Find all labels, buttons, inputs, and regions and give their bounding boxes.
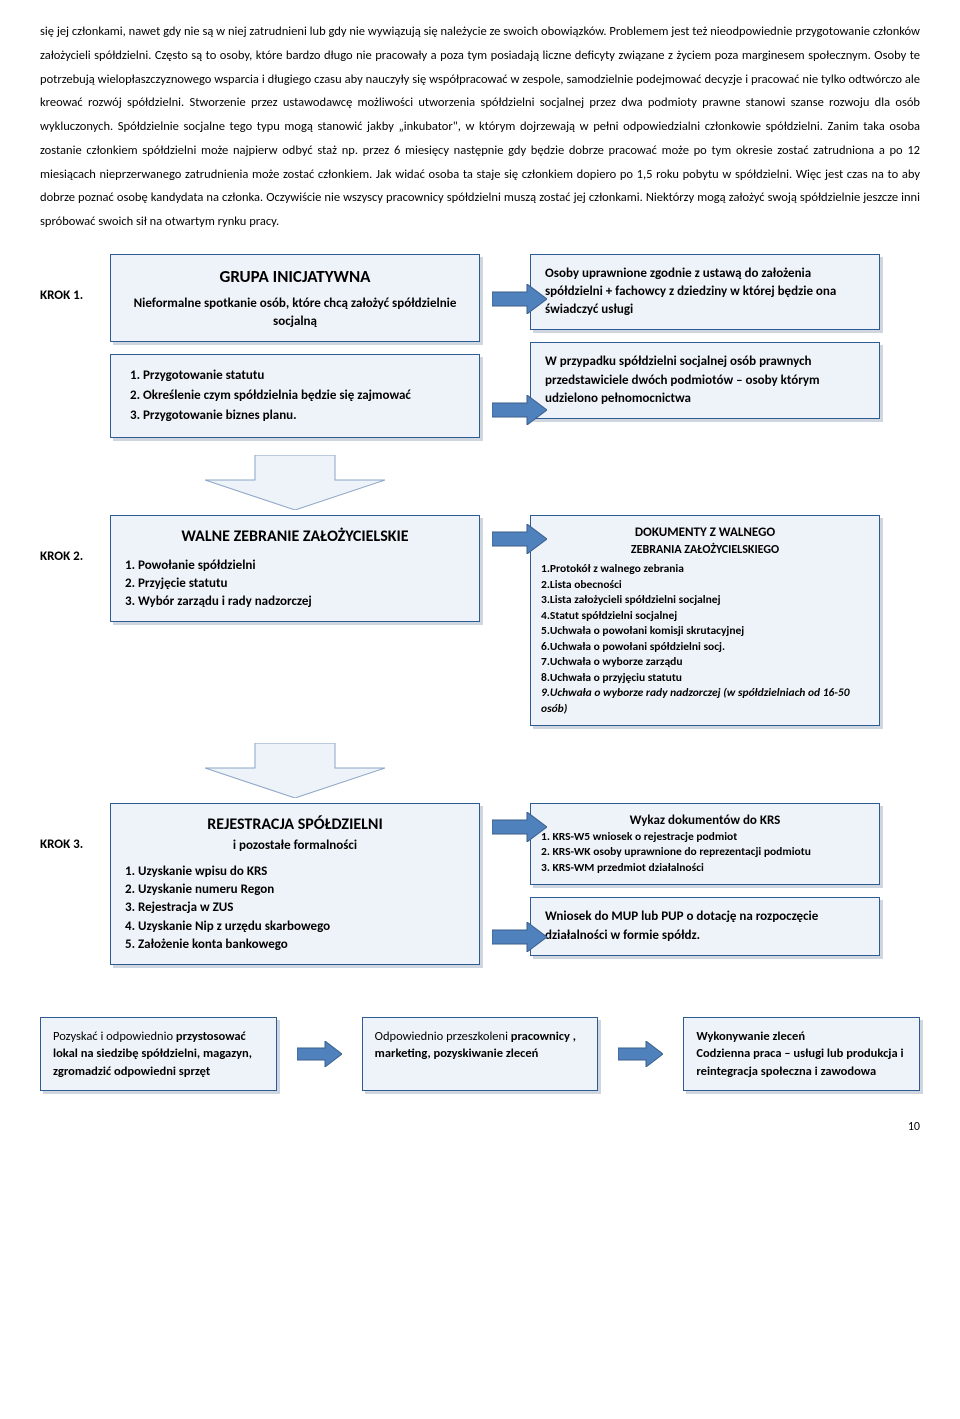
page-number: 10 [40, 1116, 920, 1139]
box1a-sub: Nieformalne spotkanie osób, które chcą z… [125, 295, 465, 331]
step-2-label: KROK 2. [40, 515, 110, 738]
box1b-item2: Określenie czym spółdzielnia będzie się … [143, 387, 465, 405]
side-box-dokumenty-walne: DOKUMENTY Z WALNEGO ZEBRANIA ZAŁOŻYCIELS… [530, 515, 880, 726]
side2-title: DOKUMENTY Z WALNEGO [541, 524, 869, 542]
bottom-box-zlecenia: Wykonywanie zleceń Codzienna praca – usł… [683, 1017, 920, 1092]
side3a-l3: 3. KRS-WM przedmiot działalności [541, 861, 869, 877]
bottom-row: Pozyskać i odpowiednio przystosować loka… [40, 1017, 920, 1092]
box-grupa-inicjatywna: GRUPA INICJATYWNA Nieformalne spotkanie … [110, 254, 480, 342]
side2-l3: 3.Lista założycieli spółdzielni socjalne… [541, 593, 869, 609]
side2-l8: 8.Uchwała o przyjęciu statutu [541, 671, 869, 687]
box2-title: WALNE ZEBRANIE ZAŁOŻYCIELSKIE [125, 526, 465, 548]
box3-item4: 4. Uzyskanie Nip z urzędu skarbowego [125, 918, 465, 936]
step-1-row: KROK 1. GRUPA INICJATYWNA Nieformalne sp… [40, 254, 920, 451]
side-box-wniosek: Wniosek do MUP lub PUP o dotację na rozp… [530, 897, 880, 955]
bottom-arrow-1 [297, 1017, 342, 1092]
arrow-right-icon [297, 1041, 342, 1067]
box-rejestracja: REJESTRACJA SPÓŁDZIELNI i pozostałe form… [110, 803, 480, 965]
down-arrow-2 [110, 743, 480, 798]
box1b-item3: Przygotowanie biznes planu. [143, 407, 465, 425]
arrow-right-icon [492, 395, 547, 425]
side-box-osoby-uprawnione: Osoby uprawnione zgodnie z ustawą do zał… [530, 254, 880, 331]
side3a-l2: 2. KRS-WK osoby uprawnione do reprezenta… [541, 845, 869, 861]
bottom-box-lokal: Pozyskać i odpowiednio przystosować loka… [40, 1017, 277, 1092]
side2-l5: 5.Uchwała o powołani komisji skrutacyjne… [541, 624, 869, 640]
box3-title: REJESTRACJA SPÓŁDZIELNI [125, 814, 465, 836]
bottom-box-pracownicy: Odpowiednio przeszkoleni pracownicy , ma… [362, 1017, 599, 1092]
bottom-b3b: Codzienna praca – usługi lub produkcja i… [696, 1046, 903, 1079]
arrow-right-icon [492, 284, 547, 314]
side-box-przedstawiciele: W przypadku spółdzielni socjalnej osób p… [530, 342, 880, 419]
box-przygotowanie: Przygotowanie statutu Określenie czym sp… [110, 354, 480, 439]
box3-item3: 3. Rejestracja w ZUS [125, 899, 465, 917]
main-paragraph: się jej członkami, nawet gdy nie są w ni… [40, 20, 920, 234]
arrow-right-icon [492, 524, 547, 554]
side2-l7: 7.Uchwała o wyborze zarządu [541, 655, 869, 671]
side3a-title: Wykaz dokumentów do KRS [541, 812, 869, 830]
bottom-arrow-2 [618, 1017, 663, 1092]
step-3-row: KROK 3. REJESTRACJA SPÓŁDZIELNI i pozost… [40, 803, 920, 977]
side-box-wykaz-krs: Wykaz dokumentów do KRS 1. KRS-W5 wniose… [530, 803, 880, 885]
arrow-right-icon [618, 1041, 663, 1067]
down-arrow-1 [110, 455, 480, 510]
side3a-l1: 1. KRS-W5 wniosek o rejestracje podmiot [541, 830, 869, 846]
step-1-label: KROK 1. [40, 254, 110, 451]
side2-l4: 4.Statut spółdzielni socjalnej [541, 609, 869, 625]
side2-sub: ZEBRANIA ZAŁOŻYCIELSKIEGO [541, 542, 869, 558]
box2-item2: 2. Przyjęcie statutu [125, 575, 465, 593]
box1a-title: GRUPA INICJATYWNA [125, 265, 465, 289]
side2-l6: 6.Uchwała o powołani spółdzielni socj. [541, 640, 869, 656]
side2-l2: 2.Lista obecności [541, 578, 869, 594]
arrow-right-icon [492, 812, 547, 842]
box-walne-zebranie: WALNE ZEBRANIE ZAŁOŻYCIELSKIE 1. Powołan… [110, 515, 480, 622]
bottom-b1a: Pozyskać i odpowiednio [53, 1029, 173, 1044]
bottom-b3a: Wykonywanie zleceń [696, 1029, 805, 1044]
arrow-right-icon [492, 922, 547, 952]
step-2-row: KROK 2. WALNE ZEBRANIE ZAŁOŻYCIELSKIE 1.… [40, 515, 920, 738]
box3-item1: 1. Uzyskanie wpisu do KRS [125, 863, 465, 881]
side2-l9: 9.Uchwała o wyborze rady nadzorczej (w s… [541, 686, 869, 717]
box2-item1: 1. Powołanie spółdzielni [125, 557, 465, 575]
box3-item5: 5. Założenie konta bankowego [125, 936, 465, 954]
bottom-b2a: Odpowiednio przeszkoleni [375, 1029, 508, 1044]
box2-item3: 3. Wybór zarządu i rady nadzorczej [125, 593, 465, 611]
box3-sub: i pozostałe formalności [125, 837, 465, 855]
step-3-label: KROK 3. [40, 803, 110, 977]
box3-item2: 2. Uzyskanie numeru Regon [125, 881, 465, 899]
box1b-item1: Przygotowanie statutu [143, 367, 465, 385]
side2-l1: 1.Protokół z walnego zebrania [541, 562, 869, 578]
